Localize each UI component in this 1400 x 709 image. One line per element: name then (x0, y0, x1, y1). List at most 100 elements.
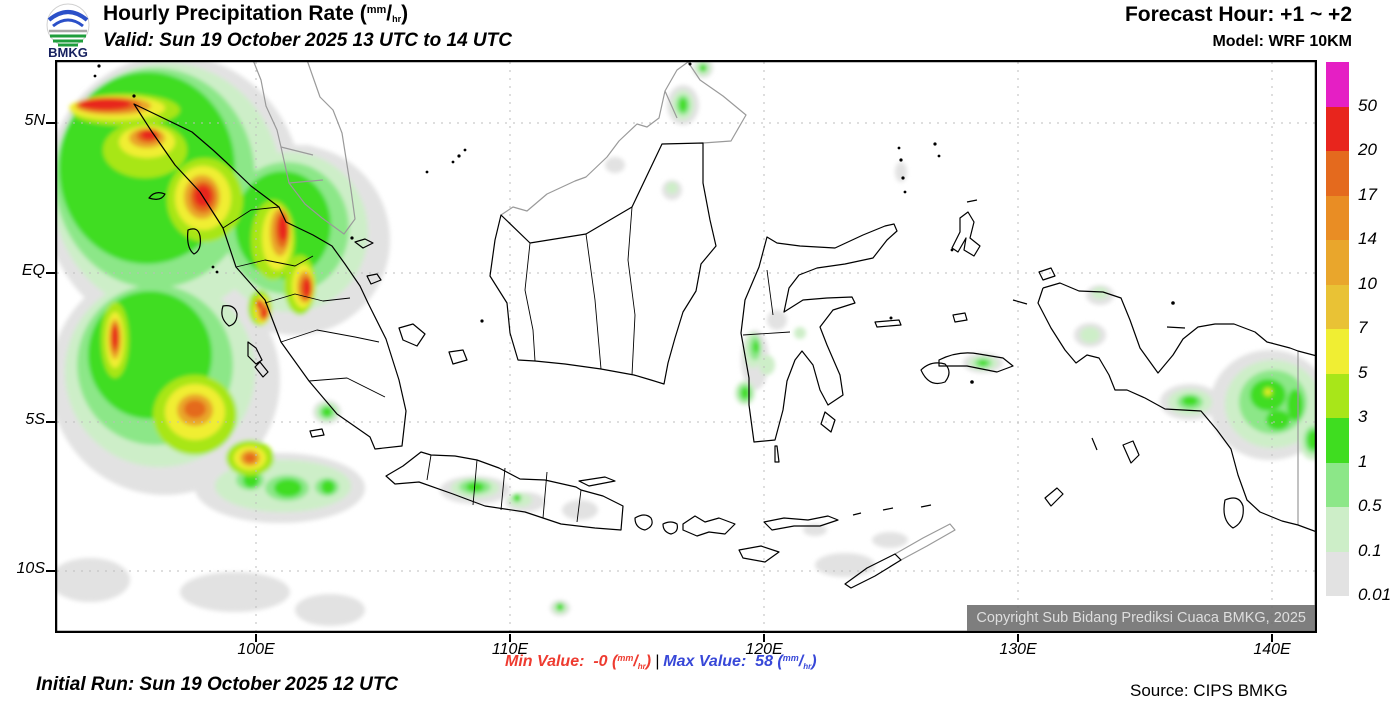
indonesia-precipitation-map (55, 60, 1317, 633)
precipitation-blob (895, 162, 907, 182)
foreign-coastlines (252, 60, 1299, 561)
longitude-label: 100E (237, 641, 275, 658)
map-area: Copyright Sub Bidang Prediksi Cuaca BMKG… (17, 60, 1317, 658)
page-title: Hourly Precipitation Rate (mm/hr) (103, 2, 409, 25)
precipitation-blob (180, 572, 290, 612)
small-islands (93, 62, 1175, 384)
legend-value-label: 0.01 (1358, 585, 1392, 604)
initial-run-label: Initial Run: Sun 19 October 2025 12 UTC (36, 674, 399, 695)
precipitation-blob (767, 310, 787, 330)
precipitation-blob (295, 594, 365, 626)
indonesia-coastlines (93, 62, 1317, 589)
precipitation-blob (978, 360, 988, 366)
legend-color-block (1326, 151, 1349, 196)
precipitation-blob (753, 341, 759, 353)
legend-color-block (1326, 195, 1349, 240)
precipitation-layer (55, 60, 1317, 626)
legend-value-label: 10 (1358, 273, 1377, 293)
grid-lines (57, 62, 1315, 631)
precipitation-blob (79, 98, 131, 110)
legend-value-label: 7 (1358, 318, 1368, 337)
legend-value-label: 1 (1358, 451, 1368, 471)
legend-color-block (1326, 462, 1349, 507)
precipitation-blob (1307, 430, 1317, 450)
precipitation-blob (1287, 389, 1303, 421)
precipitation-blob (794, 327, 806, 339)
legend-color-block (1326, 551, 1349, 596)
precipitation-blob (243, 472, 259, 488)
latitude-tick (46, 272, 55, 274)
precipitation-blob (666, 182, 678, 194)
value-separator: | (655, 653, 660, 670)
precipitation-blob (1182, 396, 1198, 406)
precipitation-blob (321, 480, 335, 494)
precipitation-blob (322, 407, 332, 417)
latitude-label: 5S (25, 411, 45, 428)
forecast-hour-label: Forecast Hour: +1 ~ +2 (1124, 3, 1352, 26)
bmkg-logo-icon: BMKG (40, 1, 98, 60)
precipitation-blob (513, 494, 521, 502)
legend-value-label: 3 (1358, 407, 1368, 426)
precipitation-blob (1092, 287, 1108, 299)
latitude-tick (46, 421, 55, 423)
precipitation-blob (556, 603, 564, 611)
legend-value-label: 17 (1358, 184, 1377, 204)
bmkg-logo-text: BMKG (48, 45, 88, 59)
valid-time-subtitle: Valid: Sun 19 October 2025 13 UTC to 14 … (103, 30, 512, 51)
legend-color-block (1326, 62, 1349, 107)
source-label: Source: CIPS BMKG (1130, 681, 1288, 700)
precipitation-blob (759, 355, 775, 375)
precipitation-blob (244, 453, 256, 463)
min-max-values: Min Value: -0 (mm/hr) | Max Value: 58 (mm/… (505, 653, 817, 671)
precipitation-blob (803, 524, 827, 536)
precipitation-blob (278, 215, 288, 241)
latitude-label: 10S (16, 560, 45, 577)
latitude-tick (46, 570, 55, 572)
precipitation-blob (679, 98, 687, 112)
legend-value-label: 0.5 (1358, 496, 1382, 515)
latitude-label: EQ (21, 262, 45, 279)
legend-value-label: 20 (1358, 140, 1377, 159)
latitude-label: 5N (24, 112, 45, 129)
precipitation-blob (1080, 327, 1100, 343)
longitude-label: 140E (1253, 641, 1291, 658)
precipitation-blob (741, 387, 749, 399)
copyright-badge: Copyright Sub Bidang Prediksi Cuaca BMKG… (967, 605, 1315, 631)
map-frame (55, 60, 1317, 633)
precipitation-blob (562, 500, 598, 520)
precipitation-blob (1266, 410, 1290, 430)
latitude-tick (46, 122, 55, 124)
precipitation-blob (872, 532, 908, 548)
legend-value-label: 0.1 (1358, 540, 1382, 560)
min-value-text: Min Value: -0 (mm/hr) (505, 653, 652, 671)
longitude-tick (509, 634, 511, 642)
legend-color-block (1326, 373, 1349, 418)
longitude-label: 110E (491, 641, 529, 658)
model-label: Model: WRF 10KM (1212, 33, 1352, 50)
longitude-label: 120E (745, 641, 783, 658)
precipitation-blob (55, 558, 130, 602)
color-scale-legend: 50 20 17 14 10 7 5 3 1 0.5 0.1 0.01 (1326, 62, 1400, 604)
longitude-tick (1017, 634, 1019, 642)
legend-color-block (1326, 284, 1349, 329)
legend-color-block (1326, 418, 1349, 463)
legend-color-block (1326, 507, 1349, 552)
precipitation-blob (815, 553, 875, 577)
precipitation-blob (274, 479, 302, 497)
longitude-tick (1271, 634, 1273, 642)
max-value-text: Max Value: 58 (mm/hr) (663, 653, 817, 671)
precipitation-blob (262, 308, 268, 318)
longitude-tick (763, 634, 765, 642)
precipitation-blob (303, 279, 311, 297)
longitude-tick (255, 634, 257, 642)
precipitation-blob (112, 326, 118, 348)
legend-color-block (1326, 106, 1349, 151)
legend-color-block (1326, 240, 1349, 285)
legend-value-label: 14 (1358, 229, 1377, 248)
precipitation-blob (699, 64, 707, 72)
precipitation-blob (1265, 389, 1271, 395)
legend-value-label: 5 (1358, 362, 1368, 382)
legend-value-label: 50 (1358, 95, 1377, 115)
precipitation-blob (605, 157, 625, 173)
